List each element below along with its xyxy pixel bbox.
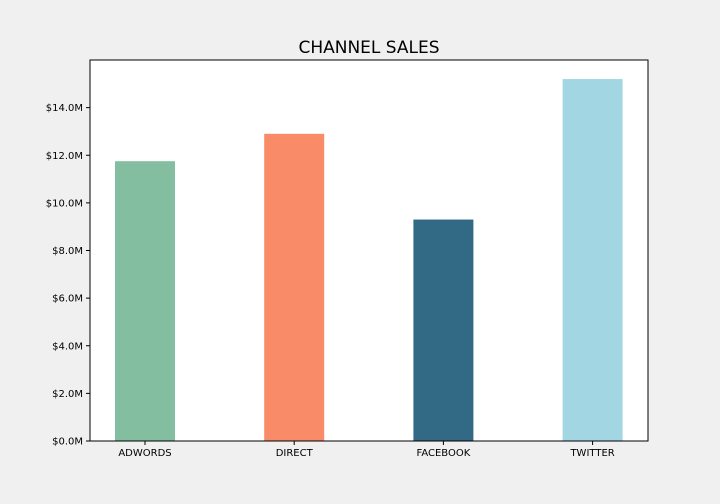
- y-tick-label: $14.0M: [46, 103, 83, 114]
- x-axis-ticks: ADWORDS DIRECT FACEBOOK TWITTER: [118, 441, 615, 459]
- x-tick-label: TWITTER: [569, 448, 614, 459]
- y-tick-label: $0.0M: [52, 437, 83, 448]
- bar-adwords: [115, 161, 175, 441]
- y-tick-label: $10.0M: [46, 198, 83, 209]
- y-tick-label: $4.0M: [52, 341, 83, 352]
- y-axis-ticks: $0.0M $2.0M $4.0M $6.0M $8.0M $10.0M $12.0M $14…: [46, 103, 90, 448]
- y-tick-label: $2.0M: [52, 389, 83, 400]
- x-tick-label: DIRECT: [276, 448, 314, 459]
- x-tick-label: FACEBOOK: [417, 448, 471, 459]
- y-tick-label: $8.0M: [52, 246, 83, 257]
- x-tick-label: ADWORDS: [118, 448, 171, 459]
- bar-facebook: [413, 219, 474, 441]
- y-tick-label: $6.0M: [52, 294, 83, 305]
- plot-area-background: [90, 60, 648, 441]
- plot-area-frame: [89, 59, 649, 442]
- bars-layer: [115, 79, 623, 442]
- bar-twitter: [562, 79, 623, 442]
- bar-direct: [264, 133, 325, 441]
- y-tick-label: $12.0M: [46, 151, 83, 162]
- chart-title: CHANNEL SALES: [298, 38, 439, 58]
